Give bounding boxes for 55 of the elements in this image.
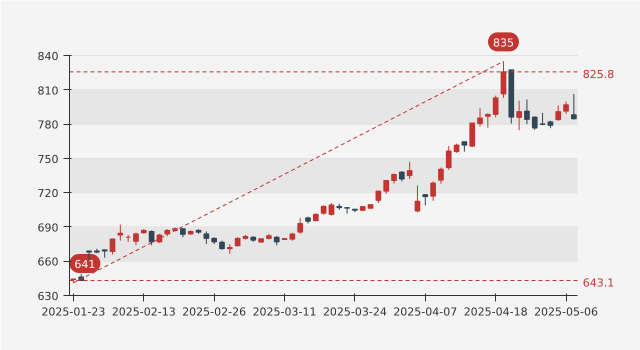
candlestick — [391, 172, 397, 184]
candlestick — [469, 122, 476, 148]
candlestick — [133, 232, 139, 246]
candlestick — [563, 101, 569, 114]
candlestick — [117, 224, 124, 242]
y-tick-label: 720 — [38, 187, 59, 200]
x-tick-label: 2025-02-26 — [182, 306, 246, 318]
candlestick — [328, 202, 334, 216]
x-tick-label: 2025-04-07 — [393, 306, 458, 318]
candlestick — [274, 236, 280, 246]
x-tick-label: 2025-01-23 — [41, 306, 106, 318]
candlestick — [414, 184, 420, 213]
x-tick-label: 2025-05-06 — [534, 306, 598, 318]
candlestick — [532, 116, 538, 130]
y-tick-label: 630 — [38, 290, 59, 303]
candlestick — [516, 100, 522, 131]
candlestick — [320, 204, 326, 215]
candlestick — [234, 236, 240, 247]
y-tick-label: 690 — [38, 221, 59, 234]
candlestick — [540, 112, 546, 126]
annotation: 835 — [492, 36, 514, 50]
candlestick — [156, 233, 162, 244]
candlestick — [484, 112, 491, 128]
x-tick-label: 2025-04-18 — [464, 306, 528, 318]
candlestick — [406, 161, 412, 180]
y-tick-label: 660 — [38, 256, 59, 269]
x-tick-label: 2025-03-11 — [252, 306, 317, 318]
candlestick — [297, 217, 304, 234]
candlestick — [477, 108, 483, 127]
candlestick — [454, 143, 460, 154]
candlestick — [376, 190, 382, 204]
candlestick — [398, 170, 405, 182]
y-tick-label: 810 — [38, 84, 59, 98]
y-tick-label: 780 — [38, 118, 59, 132]
candlestick — [430, 180, 436, 202]
candlestick — [219, 240, 225, 250]
candlestick — [438, 167, 444, 184]
candlestick — [555, 104, 562, 122]
candlestick — [203, 231, 210, 245]
candlestick — [383, 180, 390, 194]
candlestick — [571, 93, 577, 120]
ref-line-label: 825.8 — [582, 68, 614, 81]
annotation: 641 — [74, 258, 96, 271]
candlestick — [446, 146, 452, 170]
ref-line-label: 643.1 — [582, 276, 614, 290]
x-tick-label: 2025-03-24 — [322, 306, 387, 318]
x-tick-label: 2025-02-13 — [112, 306, 176, 318]
candlestick — [524, 99, 530, 125]
candlestick — [492, 95, 499, 118]
candlestick — [148, 230, 154, 246]
candlestick — [226, 244, 233, 254]
candlestick — [110, 238, 116, 255]
y-tick-label: 750 — [38, 152, 59, 166]
y-tick-label: 840 — [38, 50, 59, 64]
candlestick — [180, 228, 186, 238]
